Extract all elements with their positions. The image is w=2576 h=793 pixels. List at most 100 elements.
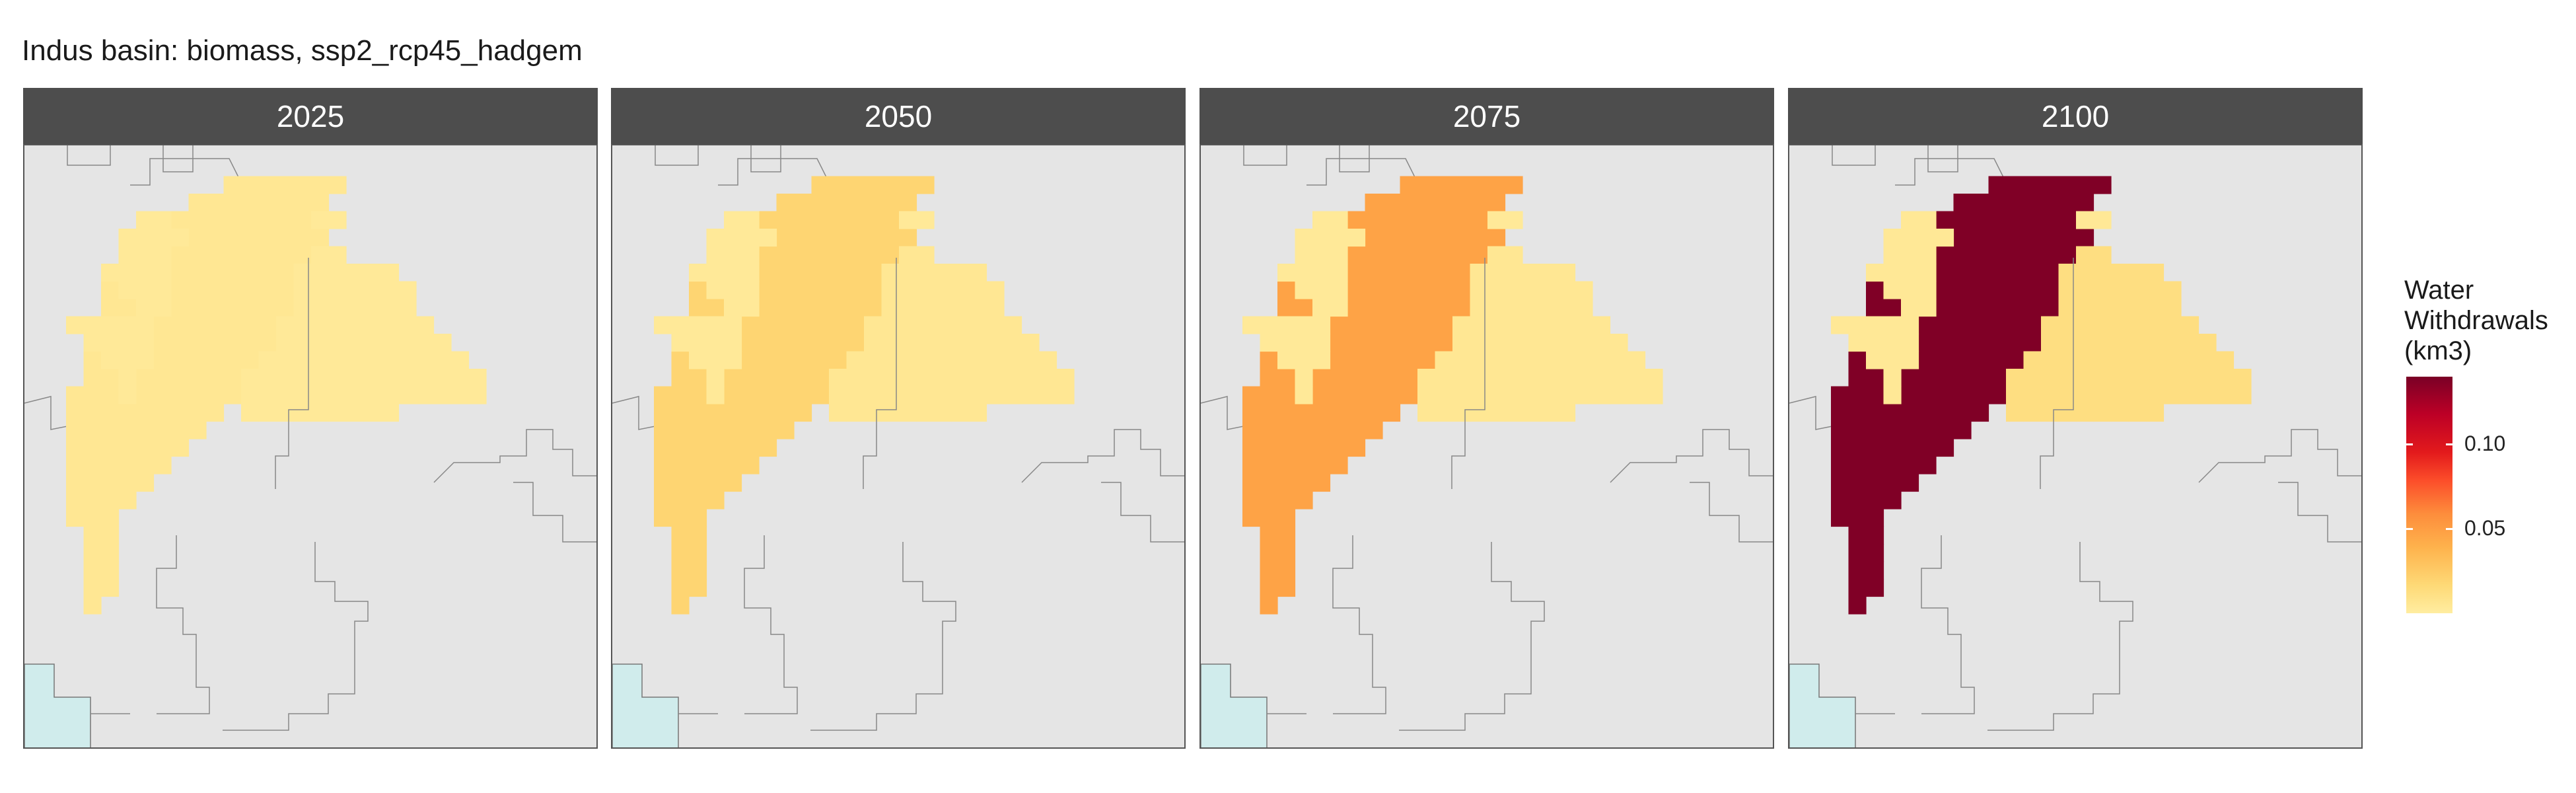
grid-cell <box>188 211 207 229</box>
grid-cell <box>759 351 777 369</box>
grid-cell <box>1347 439 1366 457</box>
grid-cell <box>171 211 190 229</box>
grid-cell <box>1004 334 1022 352</box>
grid-cell <box>724 334 742 352</box>
grid-cell <box>899 246 917 264</box>
grid-cell <box>1400 299 1418 317</box>
grid-cell <box>1522 299 1541 317</box>
grid-cell <box>2216 369 2235 387</box>
grid-cell <box>1575 369 1593 387</box>
grid-cell <box>1260 386 1278 404</box>
grid-cell <box>916 299 935 317</box>
grid-cell <box>1312 334 1331 352</box>
grid-cell <box>398 334 417 352</box>
grid-cell <box>1575 316 1593 334</box>
grid-cell <box>934 386 952 404</box>
grid-cell <box>1831 456 1849 474</box>
grid-cell <box>2023 194 2042 212</box>
grid-cell <box>899 334 917 352</box>
boundary-line <box>1690 482 1773 543</box>
grid-cell <box>1953 351 1972 369</box>
grid-cell <box>188 316 207 334</box>
grid-cell <box>794 194 812 212</box>
grid-cell <box>328 369 347 387</box>
grid-cell <box>899 386 917 404</box>
region-east-2100 <box>2006 246 2252 422</box>
grid-cell <box>724 369 742 387</box>
grid-cell <box>776 316 795 334</box>
grid-cell <box>2006 351 2024 369</box>
grid-cell <box>153 264 172 282</box>
grid-cell <box>1848 404 1867 422</box>
grid-cell <box>951 264 970 282</box>
grid-cell <box>759 229 777 247</box>
grid-cell <box>328 404 347 422</box>
grid-cell <box>1953 299 1972 317</box>
grid-cell <box>136 246 155 264</box>
grid-cell <box>1400 351 1418 369</box>
grid-cell <box>1575 281 1593 299</box>
grid-cell <box>1901 299 1919 317</box>
grid-cell <box>1866 386 1884 404</box>
grid-cell <box>759 421 777 439</box>
grid-cell <box>1988 351 2007 369</box>
grid-cell <box>2093 264 2112 282</box>
grid-cell <box>1866 439 1884 457</box>
grid-cell <box>1365 194 1383 212</box>
boundary-line <box>1987 542 2133 731</box>
grid-cell <box>1901 386 1919 404</box>
grid-cell <box>311 176 330 194</box>
grid-cell <box>706 281 725 299</box>
grid-cell <box>1866 299 1884 317</box>
grid-cell <box>1592 369 1611 387</box>
grid-cell <box>916 351 935 369</box>
grid-cell <box>1417 194 1436 212</box>
grid-cell <box>1365 404 1383 422</box>
grid-cell <box>1260 334 1278 352</box>
grid-cell <box>671 509 690 527</box>
grid-cell <box>2111 369 2129 387</box>
grid-cell <box>1365 281 1383 299</box>
grid-cell <box>188 404 207 422</box>
grid-cell <box>724 281 742 299</box>
grid-cell <box>1347 299 1366 317</box>
grid-cell <box>1382 351 1401 369</box>
grid-cell <box>2076 351 2094 369</box>
grid-cell <box>1988 386 2007 404</box>
grid-cell <box>2128 281 2147 299</box>
grid-cell <box>846 281 865 299</box>
grid-cell <box>1557 334 1576 352</box>
grid-cell <box>241 176 260 194</box>
grid-cell <box>671 456 690 474</box>
grid-cell <box>864 404 882 422</box>
region-east-2025 <box>241 246 487 422</box>
grid-cell <box>1260 579 1278 597</box>
grid-cell <box>1522 404 1541 422</box>
ocean-area <box>24 663 91 747</box>
grid-cell <box>2076 211 2094 229</box>
grid-cell <box>1295 334 1313 352</box>
grid-cell <box>1295 316 1313 334</box>
grid-cell <box>1400 316 1418 334</box>
legend-tick-mark <box>2446 527 2452 530</box>
grid-cell <box>2041 351 2059 369</box>
grid-cell <box>153 211 172 229</box>
grid-cell <box>1848 579 1867 597</box>
grid-cell <box>171 351 190 369</box>
grid-cell <box>794 229 812 247</box>
grid-cell <box>881 194 900 212</box>
grid-cell <box>83 596 102 615</box>
grid-cell <box>381 386 400 404</box>
grid-cell <box>654 439 672 457</box>
grid-cell <box>416 316 435 334</box>
grid-cell <box>398 281 417 299</box>
grid-cell <box>2006 211 2024 229</box>
grid-cell <box>1365 211 1383 229</box>
grid-cell <box>2128 351 2147 369</box>
grid-cell <box>1452 299 1471 317</box>
grid-cell <box>2093 316 2112 334</box>
grid-cell <box>1918 421 1937 439</box>
grid-cell <box>1557 281 1576 299</box>
grid-cell <box>258 246 277 264</box>
ocean-area <box>612 663 679 747</box>
